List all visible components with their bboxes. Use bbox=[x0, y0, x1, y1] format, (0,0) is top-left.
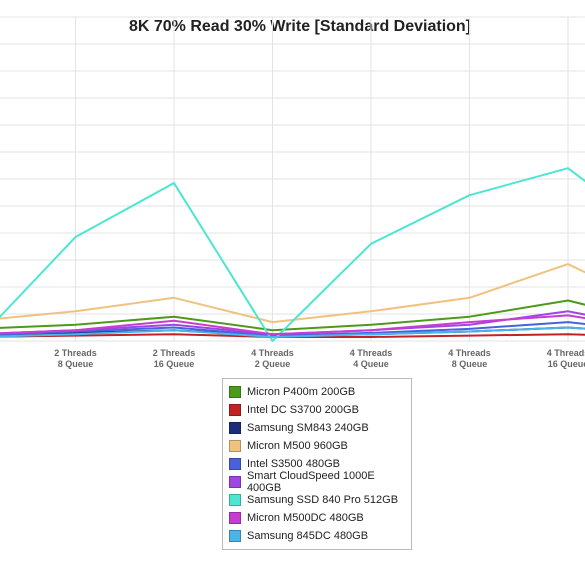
legend-label: Intel S3500 480GB bbox=[247, 458, 340, 470]
x-tick-label: 2 Threads 16 Queue bbox=[153, 348, 196, 369]
legend-swatch bbox=[229, 494, 241, 506]
chart-series-lines bbox=[0, 167, 585, 342]
legend-label: Micron P400m 200GB bbox=[247, 386, 356, 398]
legend-item: Micron P400m 200GB bbox=[229, 383, 411, 401]
legend-label: Intel DC S3700 200GB bbox=[247, 404, 359, 416]
x-tick-label: 4 Threads 4 Queue bbox=[350, 348, 393, 369]
legend-label: Smart CloudSpeed 1000E 400GB bbox=[246, 470, 375, 494]
series-line bbox=[0, 167, 585, 342]
legend-label: Micron M500DC 480GB bbox=[247, 512, 364, 524]
series-line bbox=[0, 310, 585, 336]
legend-swatch bbox=[229, 440, 241, 452]
legend-item: Samsung SM843 240GB bbox=[229, 419, 411, 437]
legend-label: Micron M500 960GB bbox=[247, 440, 348, 452]
series-line bbox=[0, 263, 585, 324]
x-tick-label: 4 Threads 2 Queue bbox=[251, 348, 294, 369]
legend-swatch bbox=[229, 386, 241, 398]
legend-item: Samsung SSD 840 Pro 512GB bbox=[229, 491, 411, 509]
chart-legend: Micron P400m 200GB Intel DC S3700 200GB Sa… bbox=[222, 378, 412, 550]
legend-swatch bbox=[229, 512, 241, 524]
series-line bbox=[0, 333, 585, 338]
legend-item: Micron M500DC 480GB bbox=[229, 509, 411, 527]
x-tick-label: 2 Threads 8 Queue bbox=[54, 348, 97, 369]
legend-swatch bbox=[229, 530, 241, 542]
legend-swatch bbox=[229, 476, 241, 488]
series-line bbox=[0, 299, 585, 332]
chart-grid bbox=[0, 16, 585, 342]
legend-item: Micron M500 960GB bbox=[229, 437, 411, 455]
series-line bbox=[0, 326, 585, 338]
chart-title: 8K 70% Read 30% Write [Standard Deviatio… bbox=[128, 18, 472, 35]
legend-swatch bbox=[229, 404, 241, 416]
x-tick-label: 4 Threads 8 Queue bbox=[448, 348, 491, 369]
legend-item: Smart CloudSpeed 1000E 400GB bbox=[229, 470, 411, 494]
legend-swatch bbox=[229, 422, 241, 434]
legend-label: Samsung 845DC 480GB bbox=[247, 530, 369, 542]
series-line bbox=[0, 321, 585, 337]
series-line bbox=[0, 314, 585, 336]
legend-item: Intel DC S3700 200GB bbox=[229, 401, 411, 419]
legend-label: Samsung SM843 240GB bbox=[247, 422, 369, 434]
legend-item: Samsung 845DC 480GB bbox=[229, 527, 411, 545]
legend-item: Intel S3500 480GB bbox=[229, 455, 411, 473]
legend-swatch bbox=[229, 458, 241, 470]
legend-label: Samsung SSD 840 Pro 512GB bbox=[247, 494, 399, 506]
